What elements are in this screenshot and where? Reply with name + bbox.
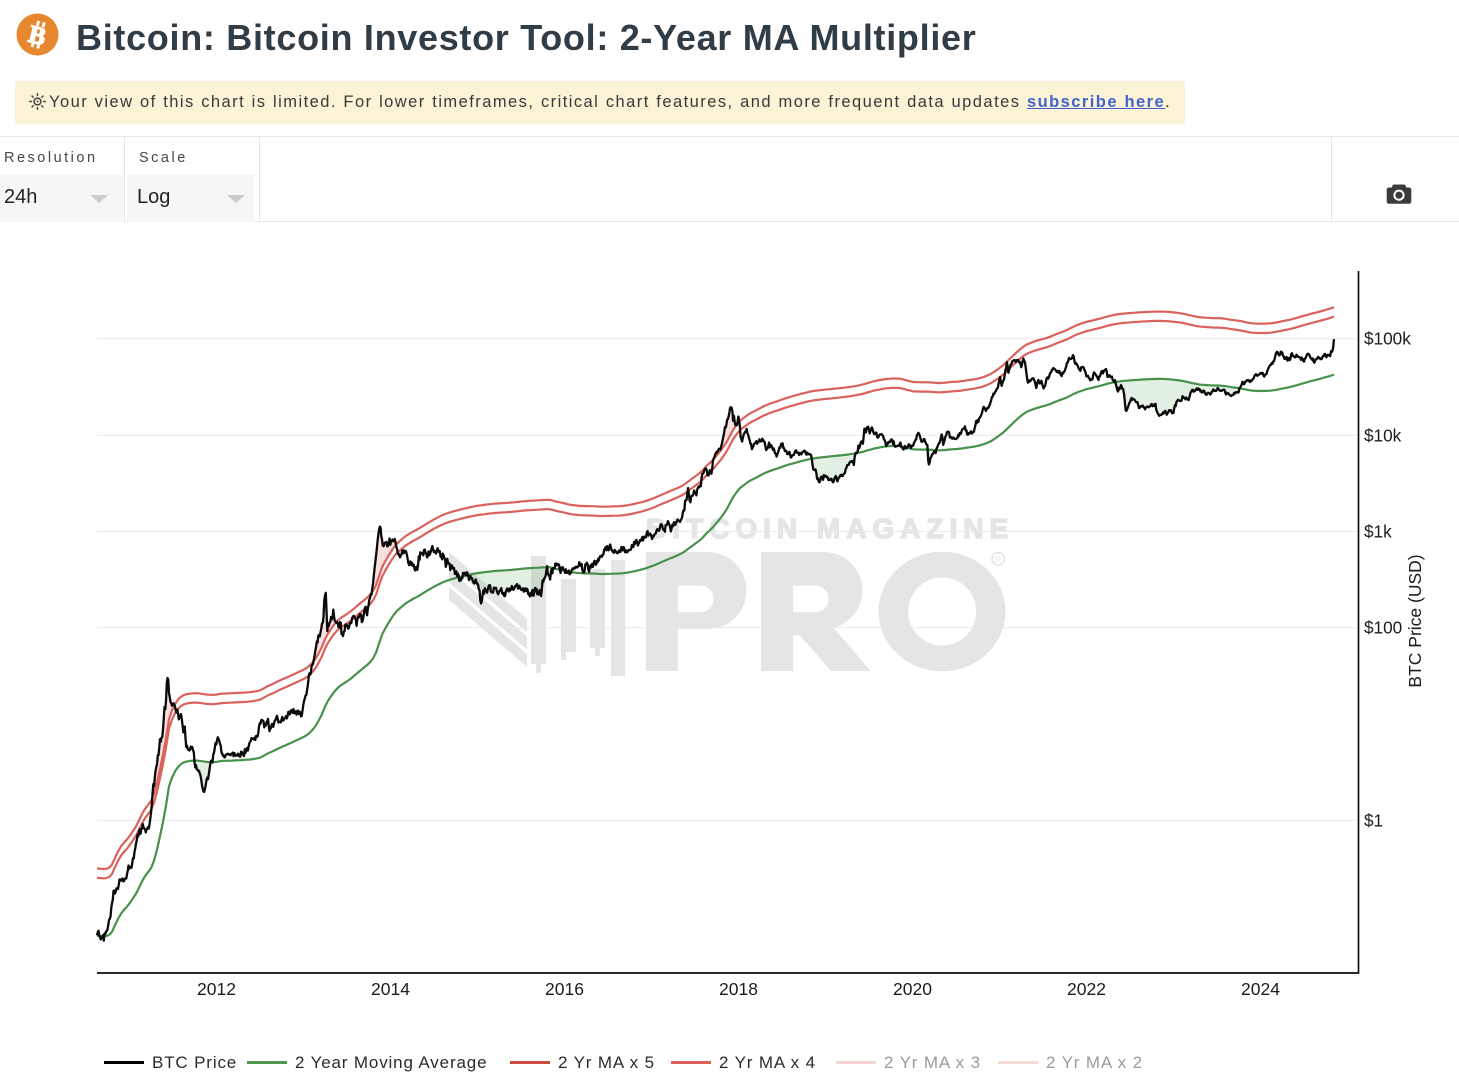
svg-text:R: R xyxy=(995,555,1001,565)
svg-text:2020: 2020 xyxy=(893,979,932,999)
svg-text:$1k: $1k xyxy=(1364,522,1392,542)
svg-text:$10k: $10k xyxy=(1364,425,1402,445)
svg-text:$100k: $100k xyxy=(1364,329,1411,349)
svg-text:BITCOIN MAGAZINE: BITCOIN MAGAZINE xyxy=(646,513,1014,544)
svg-text:$1: $1 xyxy=(1364,810,1383,830)
svg-text:2012: 2012 xyxy=(197,979,236,999)
svg-text:2016: 2016 xyxy=(545,979,584,999)
svg-text:BTC Price (USD): BTC Price (USD) xyxy=(1405,554,1425,687)
svg-text:2018: 2018 xyxy=(719,979,758,999)
svg-text:$100: $100 xyxy=(1364,618,1402,638)
svg-text:2014: 2014 xyxy=(371,979,410,999)
svg-text:2022: 2022 xyxy=(1067,979,1106,999)
svg-text:2024: 2024 xyxy=(1241,979,1280,999)
